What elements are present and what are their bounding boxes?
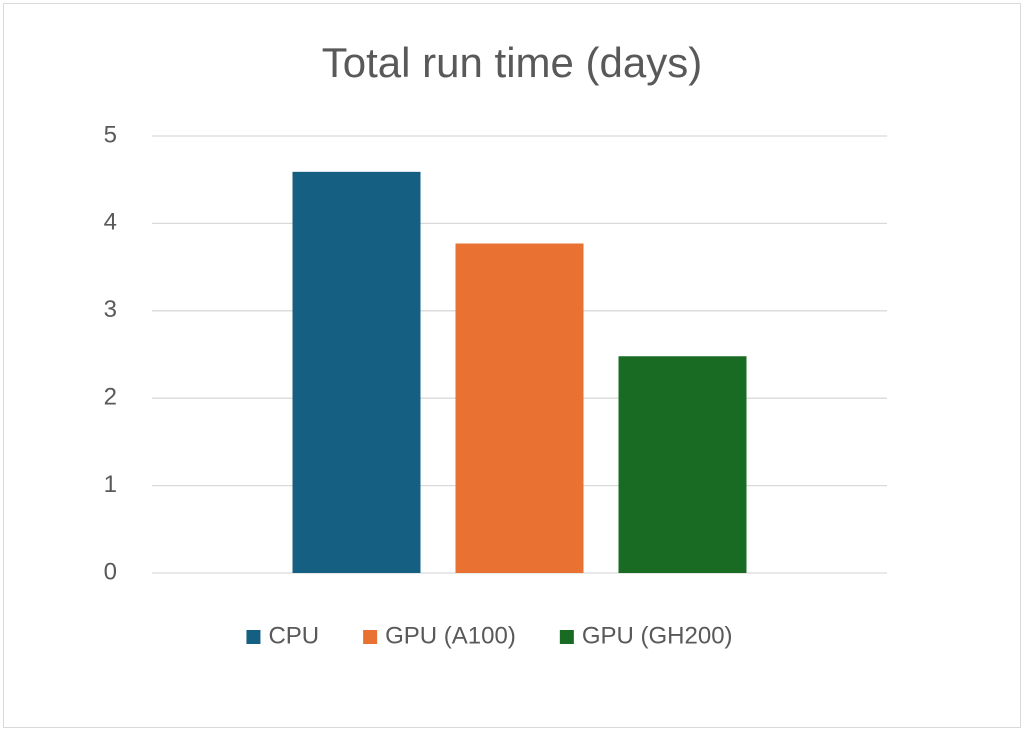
bar (455, 243, 584, 573)
legend-swatch (363, 630, 378, 644)
bar (292, 171, 421, 574)
y-tick-label: 5 (104, 121, 117, 148)
bar (618, 356, 747, 573)
chart-title: Total run time (days) (322, 39, 702, 86)
legend-swatch (559, 630, 574, 644)
legend-label: GPU (GH200) (582, 622, 733, 649)
legend-label: CPU (268, 622, 319, 649)
y-tick-label: 4 (104, 209, 117, 236)
y-tick-label: 1 (104, 471, 117, 498)
legend-label: GPU (A100) (385, 622, 516, 649)
y-tick-label: 2 (104, 384, 117, 411)
y-tick-label: 0 (104, 558, 117, 585)
legend-swatch (246, 630, 261, 644)
y-tick-label: 3 (104, 296, 117, 323)
